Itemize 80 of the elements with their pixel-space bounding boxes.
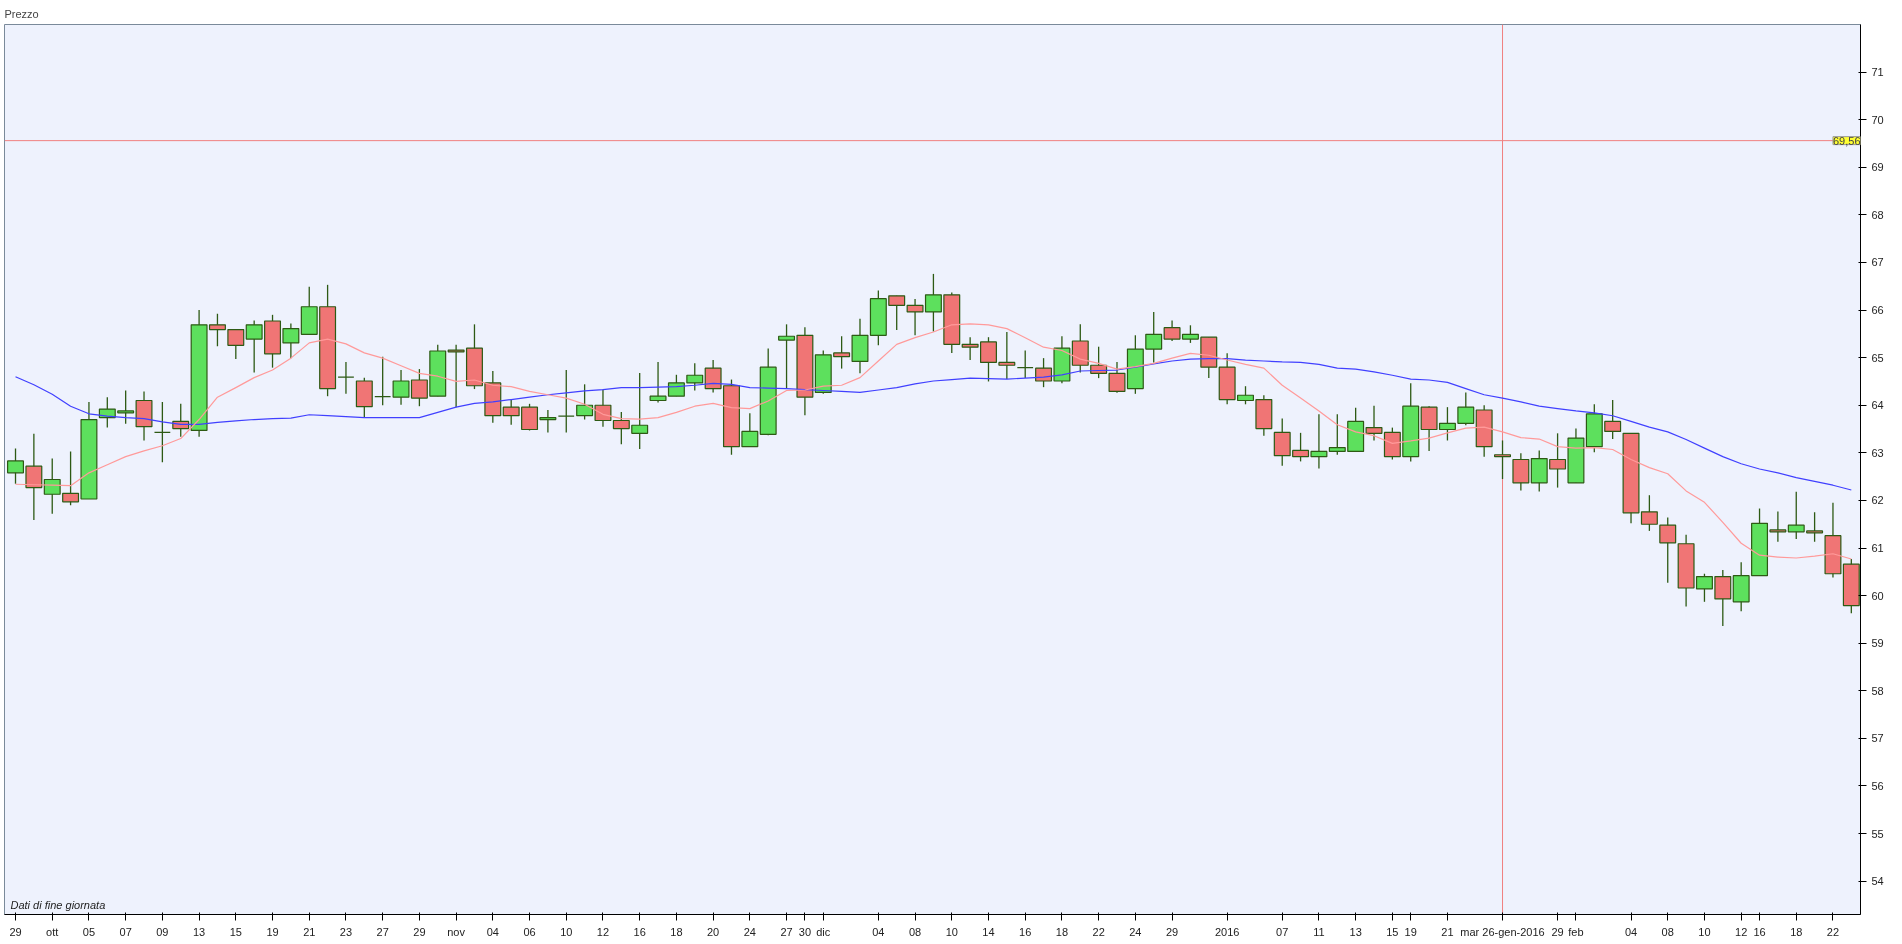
candlestick	[1512, 452, 1530, 492]
y-tick-label: 61	[1871, 542, 1884, 555]
x-tick-label: 18	[1055, 925, 1069, 938]
x-tick-label: 10	[560, 925, 573, 938]
y-tick-label: 65	[1871, 351, 1884, 364]
x-tick-label: nov	[447, 925, 466, 938]
x-tick-label: mar 26-gen-2016	[1460, 925, 1545, 938]
y-tick-label: 60	[1871, 589, 1884, 602]
x-tick-label: 07	[1276, 925, 1289, 938]
x-tick-label: 15	[1386, 925, 1399, 938]
x-tick-label: 27	[376, 925, 389, 938]
x-tick-label: 24	[1129, 925, 1142, 938]
annotation: Dati di fine giornata	[10, 898, 106, 911]
y-tick-label: 71	[1871, 66, 1884, 79]
x-tick-label: feb	[1568, 925, 1584, 938]
y-tick-label: 67	[1871, 256, 1884, 269]
y-tick-label: 57	[1871, 732, 1884, 745]
x-tick-label: 04	[486, 925, 499, 938]
y-tick-label: 59	[1871, 637, 1884, 650]
x-tick-label: 29	[9, 925, 22, 938]
x-tick-label: 19	[266, 925, 279, 938]
x-tick-label: 05	[82, 925, 96, 938]
x-tick-label: 21	[1441, 925, 1454, 938]
x-tick-label: 14	[982, 925, 995, 938]
y-tick-label: 56	[1871, 780, 1884, 792]
x-tick-label: 10	[1698, 925, 1711, 938]
y-tick-label: 69	[1871, 161, 1884, 174]
candlestick	[1145, 311, 1163, 364]
x-tick-label: 2016	[1214, 925, 1240, 938]
x-tick-label: 20	[707, 925, 720, 938]
x-tick-label: 22	[1826, 925, 1840, 938]
y-tick-label: 64	[1871, 399, 1884, 412]
candlestick	[337, 361, 355, 395]
y-tick-label: 58	[1871, 684, 1884, 697]
x-tick-label: 15	[229, 925, 242, 938]
x-tick-label: 13	[192, 925, 206, 938]
x-tick-label: 29	[1551, 925, 1564, 938]
candlestick	[557, 369, 575, 434]
line-series	[14, 323, 1852, 560]
x-tick-label: 16	[1753, 925, 1766, 938]
x-tick-label: 18	[1790, 925, 1803, 938]
y-tick-label: 55	[1871, 827, 1884, 840]
x-tick-label: 04	[872, 925, 885, 938]
x-tick-label: 29	[1165, 925, 1179, 938]
x-tick-label: 19	[1404, 925, 1417, 938]
x-tick-label: 12	[596, 925, 610, 938]
x-tick-label: 10	[945, 925, 958, 938]
x-tick-label: 21	[303, 925, 316, 938]
x-tick-label: 24	[743, 925, 756, 938]
x-tick-label: 22	[1092, 925, 1105, 938]
y-tick-label: 54	[1871, 875, 1884, 888]
ref-line-label: 69,56	[1832, 134, 1861, 147]
chart-title: Prezzo	[4, 7, 39, 20]
y-tick-label: 68	[1871, 208, 1884, 221]
x-tick-label: dic	[816, 925, 831, 938]
x-tick-label: 13	[1349, 925, 1362, 938]
x-tick-label: 27	[780, 925, 793, 938]
y-tick-label: 63	[1871, 446, 1884, 459]
y-tick-label: 62	[1871, 494, 1884, 507]
x-tick-label: 06	[523, 925, 536, 938]
x-tick-label: 07	[119, 925, 132, 938]
x-tick-label: 16	[1019, 925, 1032, 938]
y-tick-label: 70	[1871, 113, 1884, 126]
x-tick-label: 04	[1624, 925, 1638, 938]
x-tick-label: 23	[339, 925, 353, 938]
x-tick-label: 11	[1313, 925, 1325, 938]
line-series	[14, 358, 1852, 491]
x-tick-label: ott	[46, 925, 59, 938]
x-tick-label: 09	[156, 925, 169, 938]
y-tick-label: 66	[1871, 304, 1884, 317]
x-tick-label: 08	[1661, 925, 1674, 938]
candlestick	[1659, 516, 1677, 584]
x-tick-label: 30	[798, 925, 812, 938]
x-tick-label: 12	[1735, 925, 1748, 938]
x-tick-label: 16	[633, 925, 646, 938]
x-tick-label: 29	[413, 925, 426, 938]
candlestick	[1016, 349, 1034, 379]
candlestick	[153, 401, 171, 464]
x-tick-label: 08	[908, 925, 922, 938]
x-tick-label: 18	[670, 925, 683, 938]
